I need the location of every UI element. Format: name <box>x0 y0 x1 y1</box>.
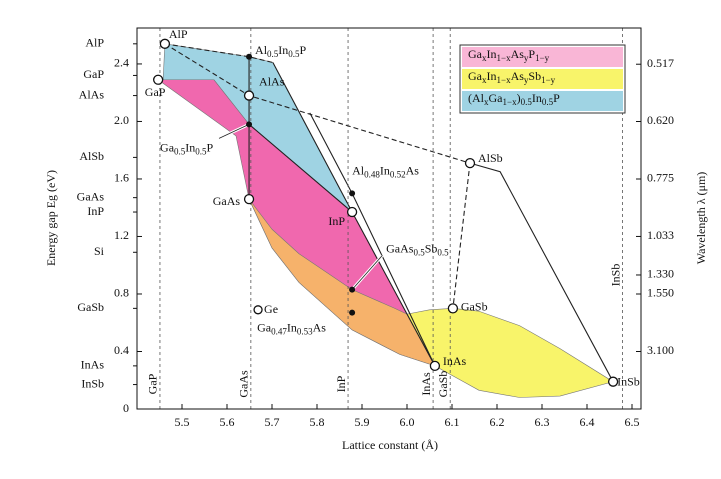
y-axis-label: Energy gap Eg (eV) <box>44 170 58 266</box>
legend-swatch <box>462 91 623 111</box>
y-tick-label: 2.0 <box>114 113 129 127</box>
points: AlP GaP AlAs GaAs InP AlSb GaSb InAs InSb Ge Al0.5… <box>145 27 640 389</box>
y2-tick-label: 0.775 <box>647 171 674 185</box>
material-tick-label: AlAs <box>79 87 105 101</box>
material-tick-label: GaAs <box>77 189 105 203</box>
point-label: AlP <box>169 27 188 41</box>
material-tick-label: Si <box>94 244 105 258</box>
legend-label: GaxIn1−xAsyP1−y <box>468 47 550 63</box>
material-point <box>159 38 171 49</box>
alloy-point <box>246 121 253 128</box>
lattice-label: InAs <box>419 372 433 396</box>
point-label: Al0.5In0.5P <box>255 43 306 59</box>
y2-tick-label: 3.100 <box>647 343 674 357</box>
lattice-label: GaP <box>146 373 160 394</box>
lattice-label: InSb <box>608 264 622 287</box>
material-point <box>152 74 164 85</box>
boundary-line <box>351 211 436 367</box>
material-tick-label: AlSb <box>79 149 104 163</box>
x-tick-label: 5.8 <box>310 415 325 429</box>
x-axis-label: Lattice constant (Å) <box>342 438 438 452</box>
material-tick-label: GaSb <box>77 300 104 314</box>
y2-tick-label: 1.033 <box>647 228 674 242</box>
lattice-label: GaAs <box>237 370 251 398</box>
material-point <box>464 157 476 169</box>
y-tick-label: 0 <box>123 401 129 415</box>
material-point <box>253 305 263 315</box>
x-tick-label: 5.7 <box>265 415 280 429</box>
y2-tick-label: 0.517 <box>647 56 674 70</box>
y2-tick-label: 0.620 <box>647 113 674 127</box>
material-point <box>607 376 619 387</box>
material-tick-label: InSb <box>81 376 104 390</box>
point-label: GaP <box>145 85 166 99</box>
material-point <box>429 360 441 372</box>
material-tick-label: GaP <box>83 67 104 81</box>
x-tick-label: 6.5 <box>625 415 640 429</box>
point-label: GaSb <box>461 299 488 313</box>
point-label: Al0.48In0.52As <box>352 163 419 179</box>
x-tick-label: 5.6 <box>220 415 235 429</box>
point-label: Ga0.5In0.5P <box>160 140 214 156</box>
point-label: GaAs <box>213 194 241 208</box>
point-label: InSb <box>617 374 640 388</box>
leader-line <box>218 123 250 139</box>
y2-tick-label: 1.330 <box>647 267 674 281</box>
x-tick-label: 6.0 <box>400 415 415 429</box>
point-label: Ga0.47In0.53As <box>257 320 326 336</box>
y2-axis-label: Wavelength λ (μm) <box>694 172 708 265</box>
boundary-line <box>272 62 353 213</box>
point-label: AlAs <box>259 74 285 88</box>
lattice-label: GaSb <box>436 371 450 398</box>
alloy-point <box>349 309 356 316</box>
lattice-label: InP <box>334 375 348 392</box>
point-label: AlSb <box>478 151 503 165</box>
x-tick-label: 5.5 <box>175 415 190 429</box>
alloy-point <box>349 286 356 293</box>
y-tick-label: 0.4 <box>114 343 129 357</box>
regions <box>157 43 614 398</box>
alloy-point <box>246 53 253 60</box>
y-tick-label: 1.6 <box>114 171 129 185</box>
point-label: InP <box>328 214 345 228</box>
point-label: Ge <box>264 302 278 316</box>
x-tick-label: 6.1 <box>445 415 460 429</box>
boundary-line <box>248 123 353 213</box>
y2-tick-label: 1.550 <box>647 286 674 300</box>
material-point <box>243 193 255 205</box>
x-tick-label: 5.9 <box>355 415 370 429</box>
legend-label: (AlxGa1−x)0.5In0.5P <box>468 91 560 107</box>
material-point <box>346 206 358 218</box>
material-point <box>447 303 459 314</box>
material-tick-label: InAs <box>81 358 105 372</box>
point-label: GaAs0.5Sb0.5 <box>386 241 449 257</box>
boundary-line <box>452 163 471 309</box>
y-tick-label: 0.8 <box>114 286 129 300</box>
legend-label: GaxIn1−xAsySb1−y <box>468 69 556 85</box>
material-point <box>243 90 255 101</box>
x-tick-label: 6.3 <box>535 415 550 429</box>
leader-line <box>351 255 383 290</box>
y-tick-label: 1.2 <box>114 228 129 242</box>
x-tick-label: 6.2 <box>490 415 505 429</box>
point-label: InAs <box>443 354 467 368</box>
material-tick-label: AlP <box>85 36 104 50</box>
y-tick-label: 2.4 <box>114 56 129 70</box>
x-tick-label: 6.4 <box>580 415 595 429</box>
boundary-line <box>164 43 274 64</box>
material-tick-label: InP <box>87 204 104 218</box>
legend-swatch <box>462 47 623 67</box>
plot-frame <box>136 27 642 410</box>
alloy-point <box>349 190 356 197</box>
boundary-line <box>469 162 614 382</box>
legend-swatch <box>462 69 623 89</box>
